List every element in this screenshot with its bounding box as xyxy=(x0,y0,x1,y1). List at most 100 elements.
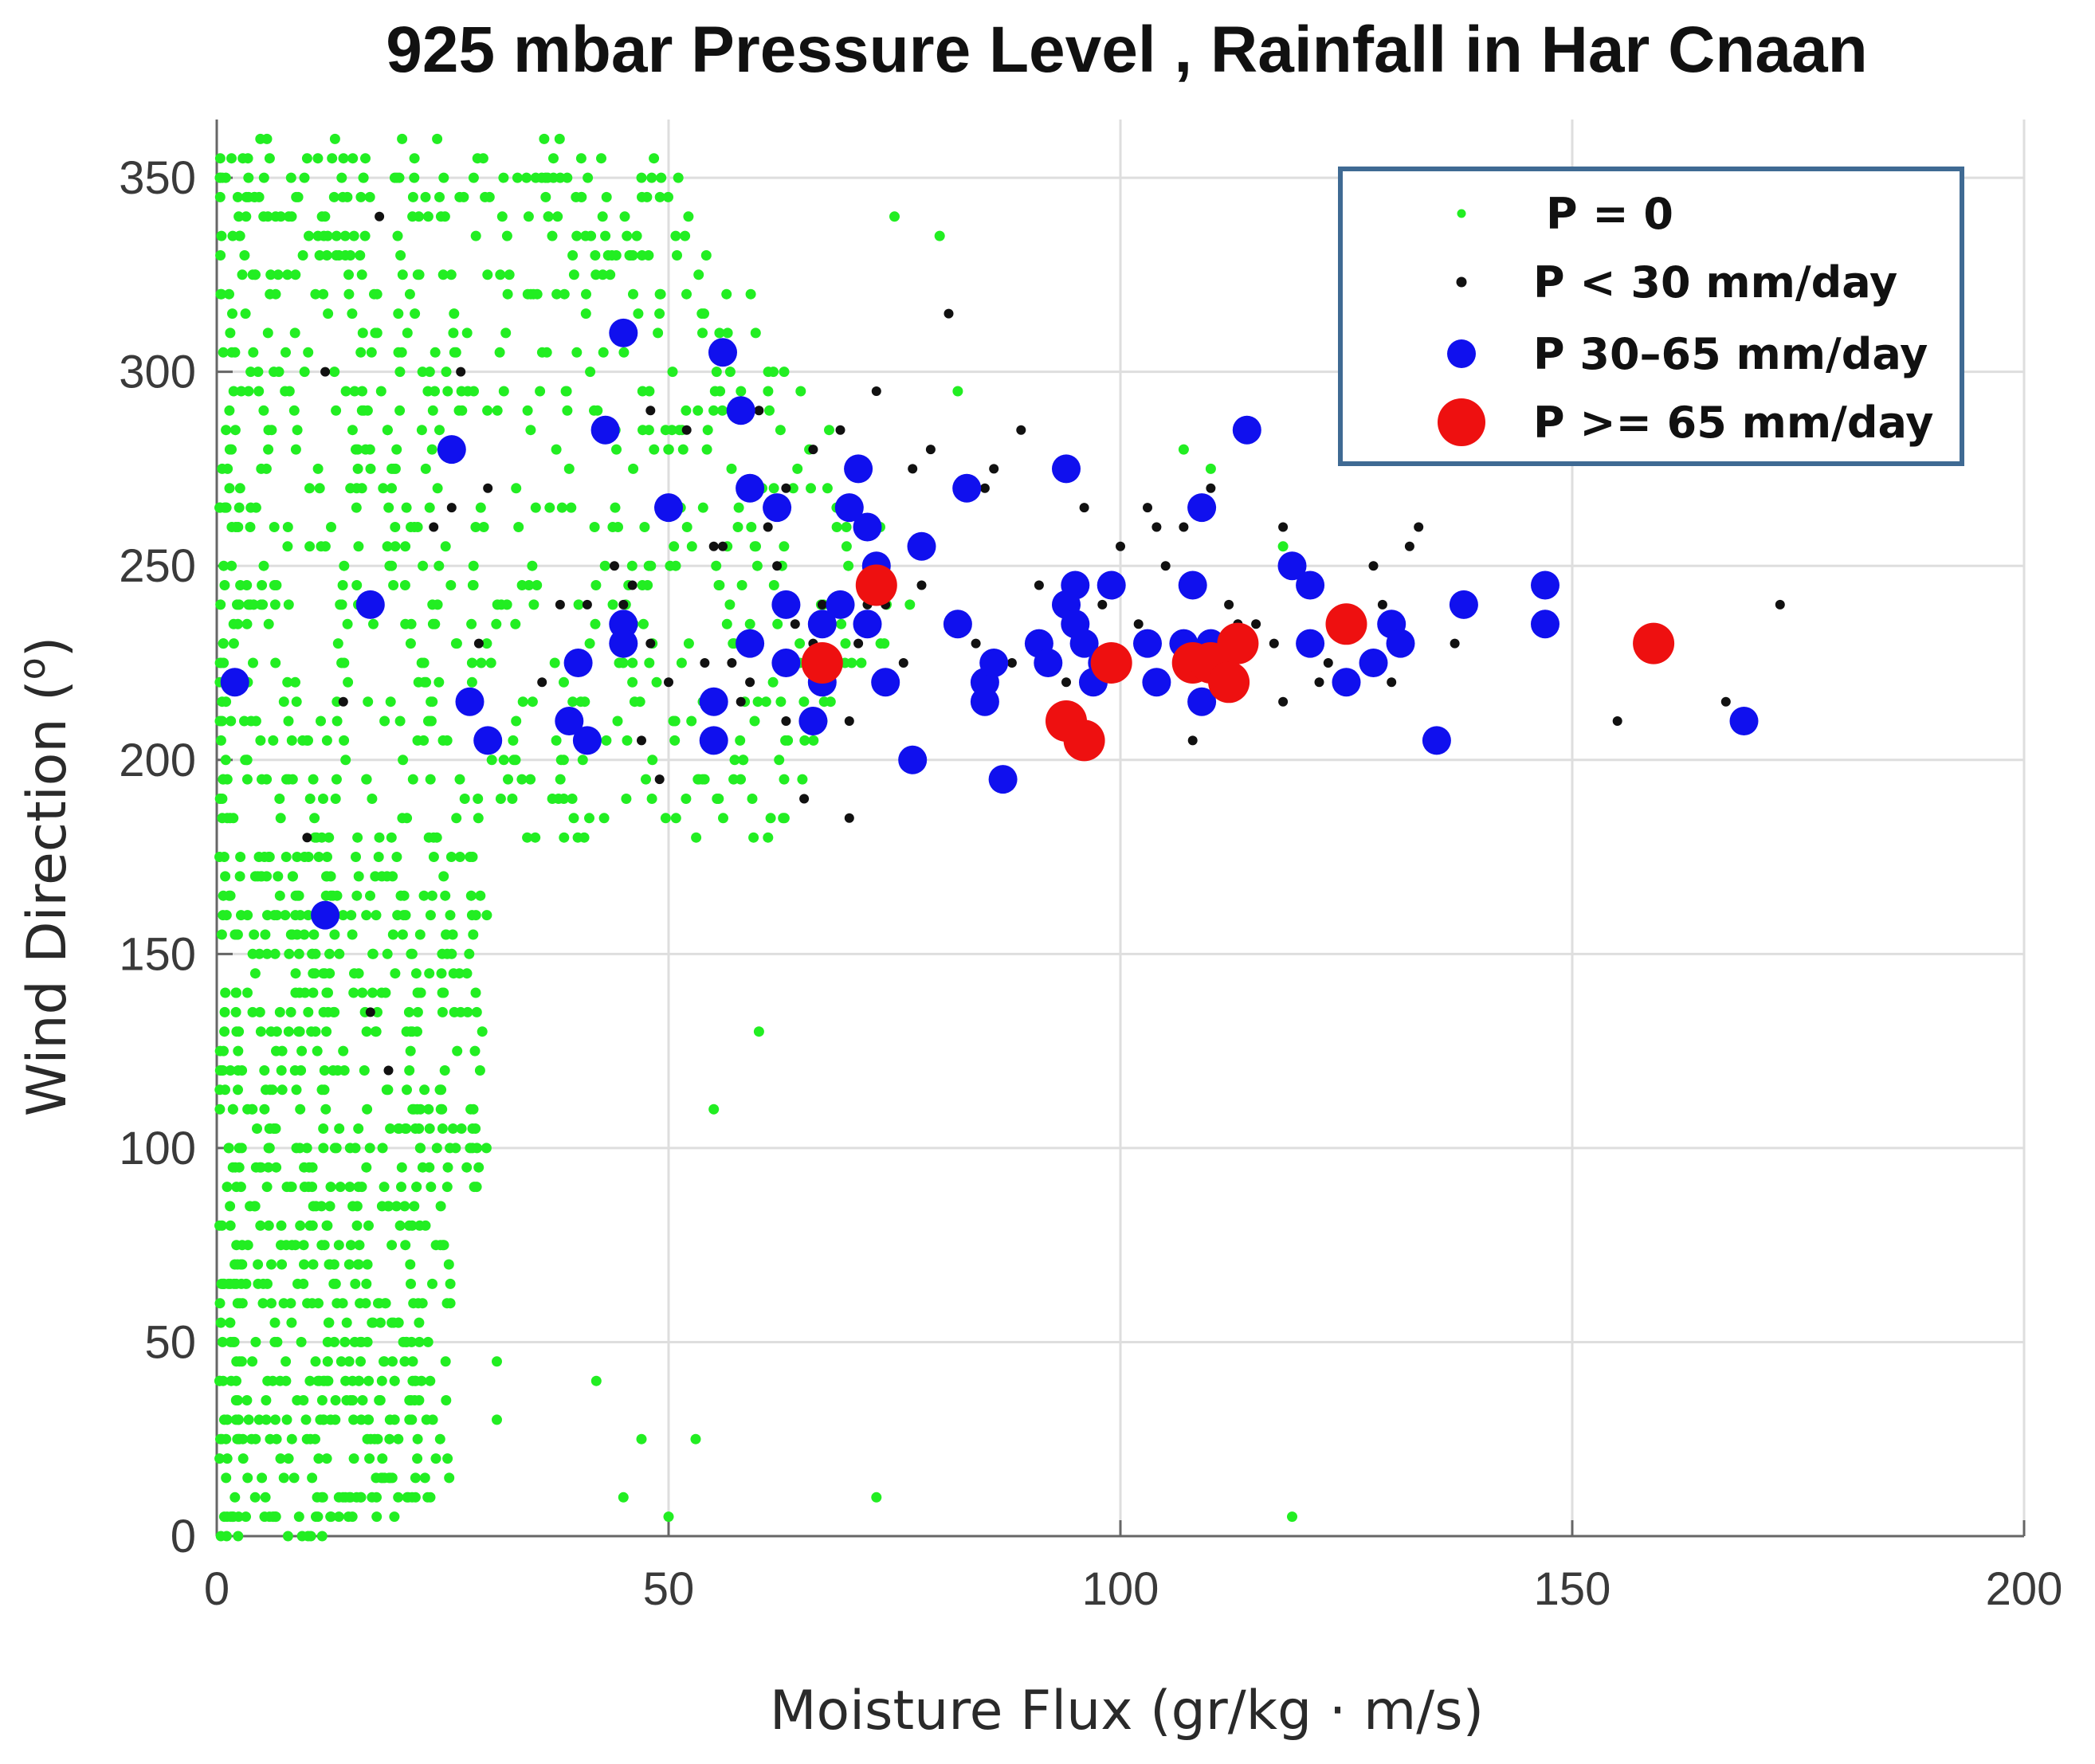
p-zero-point xyxy=(276,1220,287,1231)
p-zero-point xyxy=(391,172,402,183)
p-zero-point xyxy=(645,560,657,571)
p-zero-point xyxy=(536,347,547,358)
p-zero-point xyxy=(242,1240,253,1251)
p-zero-point xyxy=(218,910,229,921)
p-zero-point xyxy=(294,987,305,998)
p-zero-point xyxy=(315,1414,326,1425)
p-zero-point xyxy=(418,560,429,571)
p-zero-point xyxy=(843,560,854,571)
p-zero-point xyxy=(476,657,487,668)
p-zero-point xyxy=(252,1123,262,1134)
y-axis-label: Wind Direction (o) xyxy=(10,637,79,1117)
p-zero-point xyxy=(233,1414,244,1425)
p-under-30-point xyxy=(944,308,954,319)
p-zero-point xyxy=(360,444,371,455)
p-zero-point xyxy=(362,1103,373,1115)
p-zero-point xyxy=(575,153,587,164)
p-zero-point xyxy=(439,211,450,222)
p-zero-point xyxy=(397,269,408,280)
legend-marker-p-over-65 xyxy=(1438,398,1485,446)
p-zero-point xyxy=(466,910,477,921)
p-zero-point xyxy=(663,444,674,455)
p-zero-point xyxy=(416,425,427,436)
p-under-30-point xyxy=(1251,619,1261,629)
p-zero-point xyxy=(278,696,289,708)
p-zero-point xyxy=(637,386,648,397)
p-zero-point xyxy=(214,852,225,862)
p-zero-point xyxy=(471,1182,482,1193)
p-zero-point xyxy=(214,715,226,727)
p-zero-point xyxy=(768,483,779,494)
p-under-30-point xyxy=(320,367,331,377)
p-zero-point xyxy=(264,852,275,862)
p-zero-point xyxy=(335,1356,347,1367)
p-zero-point xyxy=(321,1453,332,1464)
p-zero-point xyxy=(516,580,528,590)
p-zero-point xyxy=(535,386,546,397)
p-over-65-point xyxy=(1633,622,1675,664)
p-zero-point xyxy=(619,211,630,222)
p-zero-point xyxy=(532,580,543,590)
p-zero-point xyxy=(350,1278,361,1289)
p-zero-point xyxy=(393,1492,404,1503)
p-over-65-point xyxy=(1208,661,1250,704)
p-zero-point xyxy=(232,191,243,202)
p-zero-point xyxy=(397,929,408,940)
p-30-65-point xyxy=(1187,687,1217,716)
p-under-30-point xyxy=(1404,541,1414,551)
p-zero-point xyxy=(522,832,533,843)
p-30-65-point xyxy=(590,415,620,445)
p-zero-point xyxy=(409,1201,420,1212)
p-zero-point xyxy=(285,1006,296,1017)
p-zero-point xyxy=(498,172,509,183)
p-zero-point xyxy=(482,269,493,280)
p-zero-point xyxy=(602,250,614,261)
p-zero-point xyxy=(379,1182,390,1193)
p-zero-point xyxy=(401,1026,412,1037)
p-zero-point xyxy=(726,463,737,474)
p-zero-point xyxy=(583,172,594,183)
p-zero-point xyxy=(422,1336,434,1347)
p-under-30-point xyxy=(772,561,783,571)
p-zero-point xyxy=(298,1240,309,1251)
p-zero-point xyxy=(736,774,746,785)
p-zero-point xyxy=(261,1414,272,1425)
legend-label-p-zero: P = 0 xyxy=(1546,189,1673,239)
p-zero-point xyxy=(355,1414,367,1425)
p-zero-point xyxy=(751,560,763,571)
p-30-65-point xyxy=(1531,610,1559,639)
p-zero-point xyxy=(214,1453,226,1464)
p-zero-point xyxy=(237,1065,248,1076)
p-zero-point xyxy=(601,735,612,746)
p-zero-point xyxy=(226,560,237,571)
p-30-65-point xyxy=(763,493,792,523)
p-zero-point xyxy=(423,1103,434,1115)
p-zero-point xyxy=(385,1123,396,1134)
p-zero-point xyxy=(745,288,756,300)
p-zero-point xyxy=(351,444,361,455)
p-zero-point xyxy=(690,1433,701,1445)
x-tick-label: 50 xyxy=(643,1563,695,1615)
p-zero-point xyxy=(250,1336,261,1347)
p-zero-point xyxy=(231,1182,242,1193)
p-zero-point xyxy=(749,541,760,552)
p-zero-point xyxy=(556,502,567,513)
p-zero-point xyxy=(236,1278,247,1289)
p-zero-point xyxy=(510,618,521,629)
p-zero-point xyxy=(551,735,562,746)
p-30-65-point xyxy=(609,318,638,347)
p-zero-point xyxy=(269,1123,280,1134)
p-zero-point xyxy=(445,910,456,921)
p-zero-point xyxy=(372,1006,383,1017)
p-zero-point xyxy=(711,367,722,378)
p-zero-point xyxy=(351,580,363,590)
p-zero-point xyxy=(362,405,373,416)
p-zero-point xyxy=(264,1511,275,1523)
p-zero-point xyxy=(465,852,476,862)
p-zero-point xyxy=(566,502,577,513)
p-zero-point xyxy=(744,618,755,629)
p-zero-point xyxy=(363,696,374,708)
p-zero-point xyxy=(792,463,803,474)
p-zero-point xyxy=(239,250,250,261)
p-zero-point xyxy=(408,1298,419,1309)
